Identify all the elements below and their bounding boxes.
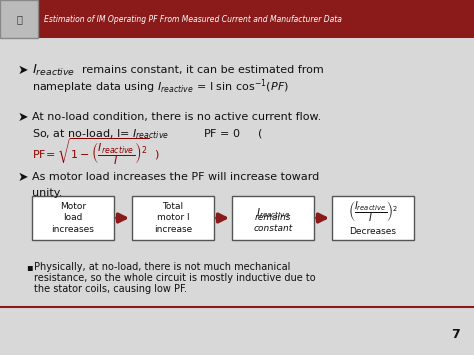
Text: $\mathit{I_{reactive}}$: $\mathit{I_{reactive}}$ <box>256 206 290 220</box>
Bar <box>132 196 214 240</box>
Bar <box>32 196 114 240</box>
Bar <box>232 196 314 240</box>
Bar <box>38 0 474 38</box>
Text: nameplate data using $\mathit{I_{reactive}}$ = I sin cos$^{-1}$($\mathit{PF}$): nameplate data using $\mathit{I_{reactiv… <box>32 78 289 96</box>
Text: At no-load condition, there is no active current flow.: At no-load condition, there is no active… <box>32 112 321 122</box>
Text: 🐄: 🐄 <box>16 14 22 24</box>
Text: remains constant, it can be estimated from: remains constant, it can be estimated fr… <box>82 65 324 75</box>
Text: remains
constant: remains constant <box>254 213 292 233</box>
Text: Decreases: Decreases <box>349 226 396 235</box>
Text: unity.: unity. <box>32 188 63 198</box>
Text: Estimation of IM Operating PF From Measured Current and Manufacturer Data: Estimation of IM Operating PF From Measu… <box>44 15 342 23</box>
Text: ➤: ➤ <box>18 64 28 76</box>
Text: $\left(\dfrac{I_{reactive}}{I}\right)^2$: $\left(\dfrac{I_{reactive}}{I}\right)^2$ <box>348 200 398 224</box>
Text: So, at no-load, I= $\mathit{I_{reactive}}$          PF = 0     (: So, at no-load, I= $\mathit{I_{reactive}… <box>32 127 263 141</box>
Bar <box>0 0 38 38</box>
Text: ▪: ▪ <box>26 262 33 272</box>
Text: 7: 7 <box>451 328 460 342</box>
Text: resistance, so the whole circuit is mostly inductive due to: resistance, so the whole circuit is most… <box>34 273 316 283</box>
Text: $\mathit{I_{reactive}}$: $\mathit{I_{reactive}}$ <box>32 62 75 77</box>
Text: the stator coils, causing low PF.: the stator coils, causing low PF. <box>34 284 187 294</box>
Text: ➤: ➤ <box>18 110 28 124</box>
Text: Total
motor I
increase: Total motor I increase <box>154 202 192 234</box>
Text: Physically, at no-load, there is not much mechanical: Physically, at no-load, there is not muc… <box>34 262 291 272</box>
Text: Motor
load
increases: Motor load increases <box>52 202 94 234</box>
Text: As motor load increases the PF will increase toward: As motor load increases the PF will incr… <box>32 172 319 182</box>
Text: ➤: ➤ <box>18 170 28 184</box>
Text: PF= $\sqrt{1-\left(\dfrac{I_{reactive}}{I}\right)^2}$  ): PF= $\sqrt{1-\left(\dfrac{I_{reactive}}{… <box>32 137 160 167</box>
Bar <box>332 196 414 240</box>
